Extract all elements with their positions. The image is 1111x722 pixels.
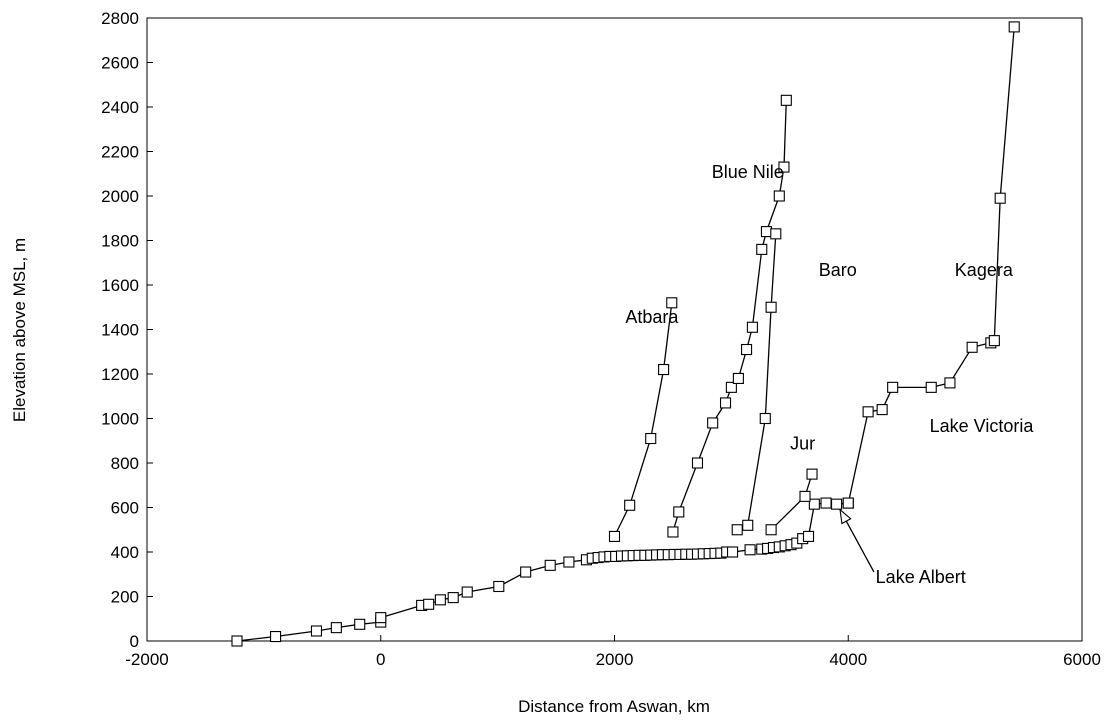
data-point (746, 321, 758, 333)
data-point (808, 498, 820, 510)
series-lines (236, 26, 1015, 642)
data-point (726, 546, 739, 558)
annotation-label: Blue Nile (712, 162, 784, 182)
data-point (732, 372, 744, 385)
data-point (773, 190, 785, 202)
data-point (741, 343, 753, 356)
x-axis-ticks: -2000 0 2000 4000 6000 (125, 635, 1101, 669)
y-tick-label: 2200 (101, 143, 139, 162)
data-point (658, 363, 670, 376)
data-point (802, 530, 815, 542)
data-point (520, 566, 532, 578)
annotation-label: Lake Albert (876, 567, 966, 587)
data-point (806, 468, 818, 480)
data-point (645, 432, 657, 445)
data-point (842, 497, 854, 509)
data-point (563, 556, 575, 568)
data-point (608, 530, 621, 542)
data-point (667, 526, 679, 538)
series-line-2 (672, 100, 787, 533)
data-point (744, 544, 756, 556)
y-tick-label: 1000 (101, 410, 139, 429)
data-point (310, 625, 323, 637)
data-point (760, 226, 772, 238)
data-point (691, 457, 704, 469)
data-point (707, 417, 719, 429)
series-line-4 (770, 473, 813, 531)
data-point (375, 612, 387, 624)
series-line-0 (236, 502, 849, 642)
annotation-label: Atbara (625, 307, 679, 327)
y-tick-label: 2000 (101, 187, 139, 206)
data-point (778, 161, 790, 173)
data-point (493, 580, 505, 593)
data-point (966, 341, 978, 353)
data-point (270, 630, 282, 643)
x-tick-label: 4000 (829, 650, 867, 669)
data-point (988, 335, 1000, 347)
y-tick-label: 1400 (101, 321, 139, 340)
data-point (780, 94, 792, 106)
data-point (1008, 21, 1020, 33)
x-axis-title: Distance from Aswan, km (518, 697, 710, 716)
lake-albert-arrow (839, 508, 875, 573)
data-markers (231, 21, 1020, 647)
data-point (725, 381, 737, 393)
data-point (231, 635, 243, 647)
arrow-head (839, 508, 852, 525)
y-tick-label: 2800 (101, 9, 139, 28)
data-point (925, 381, 937, 393)
x-tick-label: -2000 (125, 650, 168, 669)
data-point (447, 592, 459, 604)
river-annotations: Atbara Blue Nile Baro Kagera Jur Lake Victori… (625, 162, 1034, 587)
x-tick-label: 0 (376, 650, 385, 669)
data-point (666, 297, 678, 309)
annotation-label: Baro (819, 260, 857, 280)
data-point (862, 406, 874, 418)
plot-frame (146, 17, 1083, 642)
data-point (887, 381, 899, 393)
data-point (461, 586, 473, 598)
data-point (354, 618, 366, 630)
y-tick-label: 0 (130, 632, 139, 651)
y-tick-label: 2600 (101, 54, 139, 73)
data-point (434, 594, 446, 606)
data-point (770, 228, 782, 240)
data-point (820, 497, 832, 509)
data-point (624, 499, 636, 511)
x-tick-label: 2000 (596, 650, 634, 669)
annotation-label: Jur (790, 434, 815, 454)
y-tick-label: 800 (111, 454, 139, 473)
y-tick-label: 1600 (101, 276, 139, 295)
y-tick-label: 200 (111, 588, 139, 607)
data-point (731, 524, 743, 536)
y-axis-title: Elevation above MSL, m (10, 238, 29, 422)
data-point (944, 377, 956, 389)
y-axis-ticks: 0 200 400 600 800 1000 1200 1400 1600 1800 2000 220… (101, 9, 153, 651)
data-point (756, 243, 768, 255)
data-point (765, 301, 777, 313)
annotation-label: Lake Victoria (930, 416, 1035, 436)
data-point (831, 498, 843, 510)
y-tick-label: 2400 (101, 98, 139, 117)
series-line-1 (613, 302, 673, 537)
data-point (719, 397, 732, 409)
data-point (330, 622, 342, 634)
y-tick-label: 600 (111, 499, 139, 518)
data-point (765, 524, 777, 536)
y-tick-label: 1800 (101, 232, 139, 251)
data-point (994, 192, 1006, 204)
data-point (742, 519, 754, 531)
y-tick-label: 1200 (101, 365, 139, 384)
x-tick-label: 6000 (1063, 650, 1101, 669)
data-point (876, 404, 888, 416)
data-point (799, 490, 811, 502)
data-point (759, 412, 771, 425)
y-tick-label: 400 (111, 543, 139, 562)
data-point (423, 598, 435, 610)
data-point (673, 506, 685, 518)
data-point (544, 559, 556, 571)
annotation-label: Kagera (955, 260, 1014, 280)
